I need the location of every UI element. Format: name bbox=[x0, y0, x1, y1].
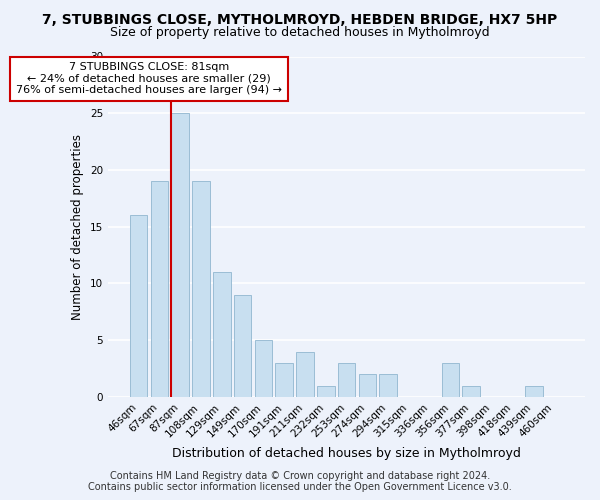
Y-axis label: Number of detached properties: Number of detached properties bbox=[71, 134, 85, 320]
Bar bbox=[130, 216, 148, 397]
Bar bbox=[234, 295, 251, 397]
Text: Size of property relative to detached houses in Mytholmroyd: Size of property relative to detached ho… bbox=[110, 26, 490, 39]
Bar bbox=[359, 374, 376, 397]
Bar bbox=[338, 363, 355, 397]
Bar bbox=[213, 272, 230, 397]
Text: 7, STUBBINGS CLOSE, MYTHOLMROYD, HEBDEN BRIDGE, HX7 5HP: 7, STUBBINGS CLOSE, MYTHOLMROYD, HEBDEN … bbox=[43, 12, 557, 26]
Bar bbox=[525, 386, 542, 397]
Bar bbox=[463, 386, 480, 397]
Bar bbox=[192, 182, 210, 397]
Bar bbox=[379, 374, 397, 397]
Bar bbox=[317, 386, 335, 397]
Bar bbox=[442, 363, 460, 397]
Bar bbox=[275, 363, 293, 397]
X-axis label: Distribution of detached houses by size in Mytholmroyd: Distribution of detached houses by size … bbox=[172, 447, 521, 460]
Bar bbox=[151, 182, 168, 397]
Bar bbox=[296, 352, 314, 397]
Text: Contains HM Land Registry data © Crown copyright and database right 2024.
Contai: Contains HM Land Registry data © Crown c… bbox=[88, 471, 512, 492]
Bar bbox=[172, 113, 189, 397]
Bar bbox=[254, 340, 272, 397]
Text: 7 STUBBINGS CLOSE: 81sqm
← 24% of detached houses are smaller (29)
76% of semi-d: 7 STUBBINGS CLOSE: 81sqm ← 24% of detach… bbox=[16, 62, 282, 96]
